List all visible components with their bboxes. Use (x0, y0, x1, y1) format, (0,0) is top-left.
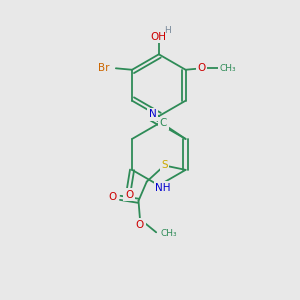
Text: CH₃: CH₃ (219, 64, 236, 73)
Text: O: O (198, 63, 206, 73)
Text: O: O (136, 220, 144, 230)
Text: Br: Br (98, 63, 110, 73)
Text: CH₃: CH₃ (160, 229, 177, 238)
Text: O: O (109, 192, 117, 202)
Text: S: S (161, 160, 168, 170)
Text: C: C (160, 118, 167, 128)
Text: N: N (149, 109, 157, 119)
Text: OH: OH (151, 32, 167, 42)
Text: O: O (125, 190, 133, 200)
Text: NH: NH (155, 183, 171, 193)
Text: H: H (164, 26, 170, 35)
